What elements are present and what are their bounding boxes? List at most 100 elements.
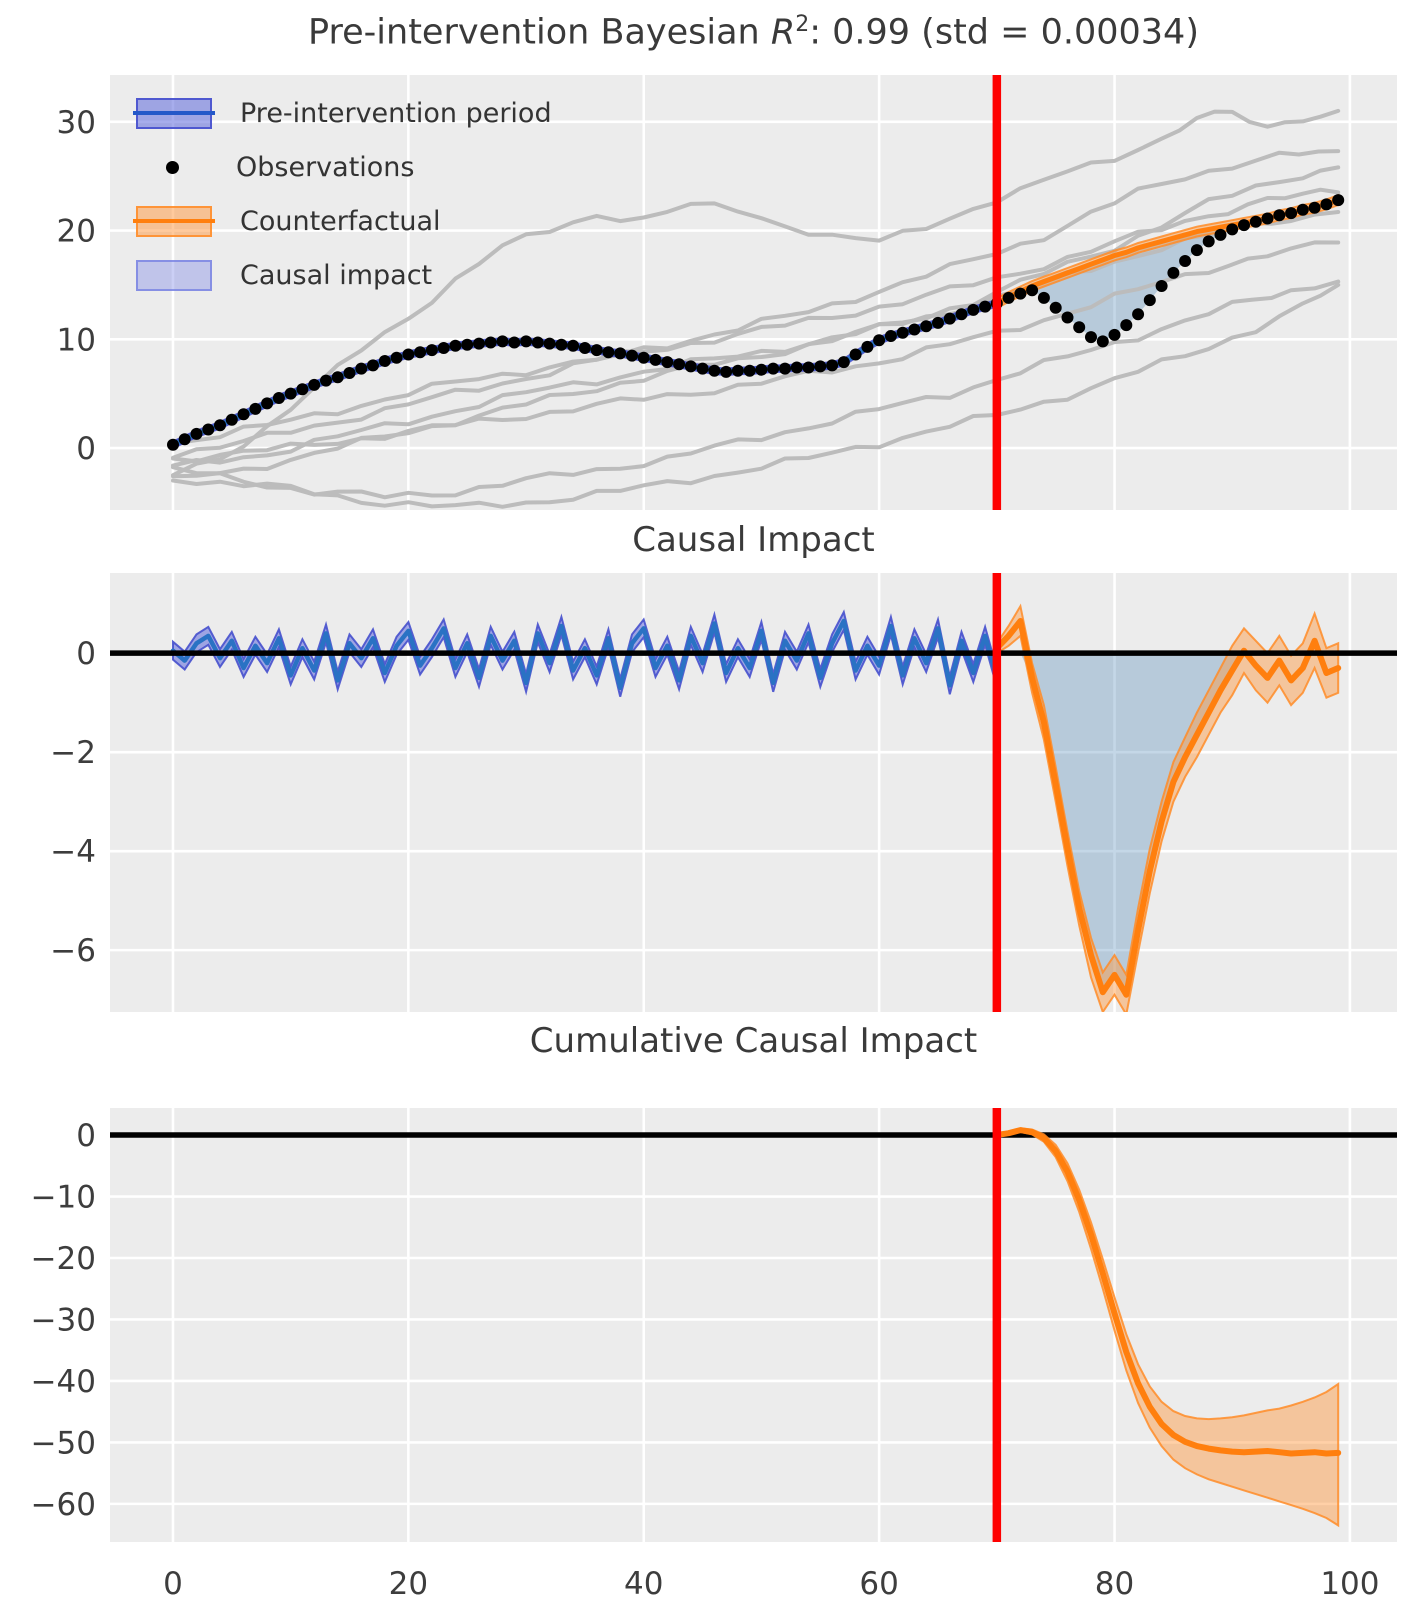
series-layer-1 <box>110 573 1397 1012</box>
observation-dot <box>1014 287 1027 300</box>
observation-dot <box>908 323 921 336</box>
observation-dot <box>1320 198 1333 211</box>
observation-dot <box>1308 201 1321 214</box>
observation-dot <box>1332 194 1345 207</box>
y-tick-label: −60 <box>31 1487 96 1523</box>
causal-impact-patch-icon <box>136 259 212 291</box>
control-line-1 <box>171 149 1341 460</box>
observation-dot <box>167 438 179 451</box>
observation-dot <box>1179 255 1192 267</box>
top-plot-title: Pre-intervention Bayesian R2: 0.99 (std … <box>110 12 1397 53</box>
observation-dot <box>826 359 839 372</box>
observation-dot <box>837 356 850 369</box>
r-squared-exponent: 2 <box>795 12 810 37</box>
observation-dot <box>743 364 756 377</box>
pre-impact-line <box>170 618 1000 691</box>
observation-dot <box>1108 328 1121 341</box>
observation-dot <box>979 300 992 313</box>
observation-dot-icon <box>136 154 208 181</box>
observation-dot <box>802 361 815 374</box>
observation-dot <box>320 374 332 387</box>
middle-plot-title: Causal Impact <box>632 520 875 560</box>
observation-dot <box>425 344 438 357</box>
top-title-suffix: : 0.99 (std = 0.00034) <box>809 12 1199 53</box>
plot-area-2 <box>110 1108 1397 1542</box>
observation-dot <box>731 364 744 377</box>
observation-dot <box>779 362 791 375</box>
observation-dot <box>814 360 827 373</box>
control-line-5 <box>171 240 1341 464</box>
observation-dot <box>261 397 274 410</box>
counterfactual-line-icon <box>133 219 215 223</box>
x-tick-label: 60 <box>859 1566 898 1602</box>
top-title-prefix: Pre-intervention Bayesian <box>308 12 771 53</box>
cumulative-line <box>993 1127 1342 1457</box>
observation-dot <box>272 392 285 404</box>
y-tick-label: −2 <box>50 735 96 771</box>
observation-dot <box>390 351 403 364</box>
observation-dot <box>331 371 344 384</box>
legend-item-pre-intervention: Pre-intervention period <box>133 92 552 134</box>
observation-dot <box>696 362 709 375</box>
observation-dot <box>202 423 215 436</box>
y-tick-label: −4 <box>50 834 96 870</box>
legend-item-counterfactual: Counterfactual <box>133 200 552 242</box>
observation-dot <box>308 378 321 391</box>
observation-dot <box>1002 291 1015 304</box>
observation-dot <box>1202 235 1215 248</box>
impact-fill <box>996 653 1244 995</box>
dot-mark <box>165 160 179 174</box>
observation-dot <box>1061 311 1074 324</box>
legend-label: Causal impact <box>240 259 433 291</box>
observation-dot <box>225 413 238 426</box>
observation-dot <box>849 348 862 361</box>
post-impact-line <box>993 618 1342 998</box>
observation-dot <box>649 353 662 366</box>
observation-dot <box>531 336 544 349</box>
observation-dot <box>873 334 886 347</box>
observation-dot <box>684 360 697 373</box>
observation-dot <box>1096 335 1109 348</box>
observation-dot <box>355 362 368 375</box>
observation-dot <box>555 338 568 351</box>
observation-dot <box>1190 244 1203 257</box>
y-tick-label: 10 <box>57 322 96 358</box>
cumulative-band <box>995 1127 1340 1528</box>
legend-label: Counterfactual <box>240 205 441 237</box>
y-tick-label: −40 <box>31 1364 96 1400</box>
observation-dot <box>861 340 874 353</box>
observation-dot <box>614 347 627 360</box>
observation-dot <box>343 367 356 379</box>
y-tick-label: −6 <box>50 933 96 969</box>
observation-dot <box>637 351 650 364</box>
counterfactual-band-icon <box>133 205 215 237</box>
observation-dot <box>449 339 462 352</box>
observation-dot <box>1285 207 1298 220</box>
x-tick-label: 20 <box>389 1566 428 1602</box>
observation-dot <box>1226 223 1239 236</box>
observation-dot <box>767 362 780 375</box>
legend-item-causal-impact: Causal impact <box>136 254 552 296</box>
observation-dot <box>473 337 485 350</box>
observation-dot <box>284 387 297 400</box>
observation-dot <box>414 346 427 359</box>
observation-dot <box>967 303 980 316</box>
pre-intervention-band-icon <box>133 97 215 129</box>
control-line-3 <box>171 187 1341 446</box>
series-layer-0 <box>167 75 1345 510</box>
observation-dot <box>508 336 521 349</box>
observation-dot <box>1296 203 1309 216</box>
observation-dot <box>237 408 250 421</box>
control-line-0 <box>171 108 1341 478</box>
observation-dot <box>249 402 262 415</box>
legend: Pre-intervention period Observations Cou… <box>133 92 552 296</box>
observations <box>167 194 1345 451</box>
observation-dot <box>1085 331 1097 344</box>
observation-dot <box>1214 228 1227 241</box>
observation-dot <box>520 335 533 348</box>
y-tick-label: −10 <box>31 1180 96 1216</box>
observation-dot <box>932 316 944 329</box>
observation-dot <box>461 338 474 351</box>
observation-dot <box>955 308 968 321</box>
